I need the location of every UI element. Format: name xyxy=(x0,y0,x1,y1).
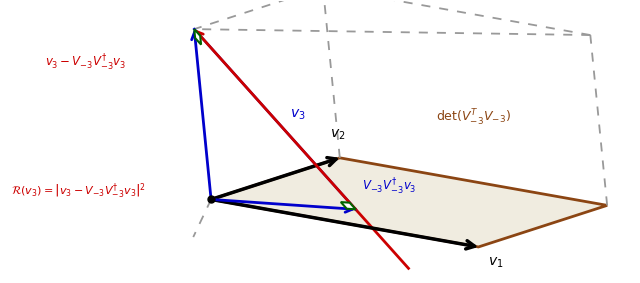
Polygon shape xyxy=(341,202,356,209)
Text: $\det(V_{-3}^T V_{-3})$: $\det(V_{-3}^T V_{-3})$ xyxy=(436,108,511,128)
Text: $v_2$: $v_2$ xyxy=(330,128,346,142)
Text: $V_{-3}V_{-3}^{\dagger}v_3$: $V_{-3}V_{-3}^{\dagger}v_3$ xyxy=(362,177,416,198)
Text: $v_3-V_{-3}V_{-3}^{\dagger}v_3$: $v_3-V_{-3}V_{-3}^{\dagger}v_3$ xyxy=(45,53,126,73)
Polygon shape xyxy=(195,29,201,45)
Text: $v_3$: $v_3$ xyxy=(291,108,306,123)
Text: $v_1$: $v_1$ xyxy=(488,256,504,270)
Polygon shape xyxy=(211,158,607,247)
Text: $\mathcal{R}(v_3)=\left|v_3-V_{-3}V_{-3}^{\dagger}v_3\right|^2$: $\mathcal{R}(v_3)=\left|v_3-V_{-3}V_{-3}… xyxy=(11,181,146,201)
